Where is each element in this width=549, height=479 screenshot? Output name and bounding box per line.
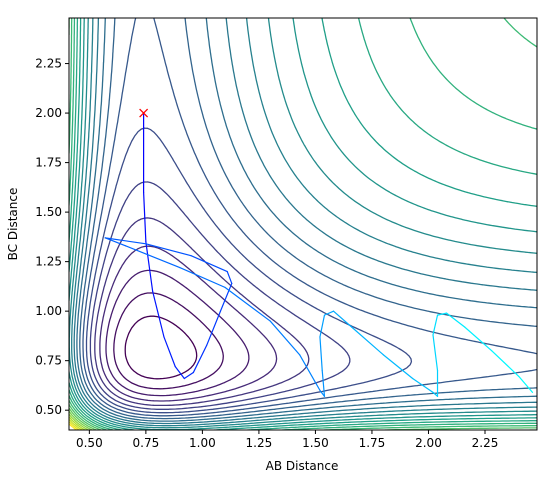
trajectory-segment [104,237,127,247]
trajectory-segment [323,310,335,316]
contour-level [73,18,537,425]
trajectory-segment [319,389,326,397]
contour-level [105,269,250,397]
x-tick-label: 0.50 [76,436,103,450]
start-marker-stroke [139,108,149,118]
y-axis-label: BC Distance [6,188,20,261]
start-marker [139,108,149,118]
contour-level [69,18,537,430]
trajectory-segment [224,286,271,322]
trajectory-segment [145,243,192,257]
trajectory-segment [445,312,466,328]
trajectory-segment [145,241,154,292]
trajectory-segment [192,344,208,374]
trajectory-segment [319,314,326,338]
x-tick-label: 1.50 [302,436,329,450]
trajectory-segment [432,314,439,336]
trajectory-segment [321,369,326,397]
contour-level [94,217,310,407]
contour-level [69,18,537,429]
contour-level [69,18,537,430]
plot-frame [68,17,538,431]
trajectory-segment [179,266,226,288]
y-axis-ticks: 0.50 0.75 1.00 1.25 1.50 1.75 2.00 2.25 [35,57,69,417]
y-tick-label: 0.75 [35,354,62,368]
trajectory-segment [491,350,520,378]
contour-level [113,292,224,390]
trajectory-segment [152,290,165,338]
contour-level [85,127,413,414]
y-tick-label: 1.75 [35,156,62,170]
contour-level [71,18,537,427]
trajectory-segment [206,310,222,346]
contour-level [76,18,537,422]
x-tick-label: 1.00 [189,436,216,450]
x-axis-ticks: 0.50 0.75 1.00 1.25 1.50 1.75 2.00 2.25 [76,430,498,450]
y-tick-label: 1.25 [35,255,62,269]
trajectory-segment [319,336,323,372]
trajectory-segment [124,245,181,269]
trajectory-segment [332,310,353,328]
contour-level [69,18,537,430]
x-tick-label: 2.00 [415,436,442,450]
y-tick-label: 0.50 [35,403,62,417]
y-tick-label: 1.50 [35,205,62,219]
contour-level [69,410,93,430]
trajectory-segment [432,334,439,372]
trajectory-segment [382,354,414,380]
x-tick-label: 2.25 [472,436,499,450]
x-tick-label: 1.25 [246,436,273,450]
trajectory-segment [143,191,147,243]
trajectory-segment [432,391,439,397]
trajectory-segment [226,270,233,285]
contour-lines [69,18,537,430]
trajectory-segment [351,326,384,356]
trajectory-segment [412,377,434,393]
trajectory-segment [163,336,176,368]
trajectory-path [104,112,534,397]
contour-level [82,18,537,417]
contour-level [79,18,537,420]
trajectory-segment [436,312,448,316]
x-tick-label: 0.75 [133,436,160,450]
y-tick-label: 2.00 [35,106,62,120]
x-tick-label: 1.75 [359,436,386,450]
y-tick-label: 2.25 [35,57,62,71]
contour-level [124,315,198,380]
trajectory-segment [299,354,321,391]
trajectory-segment [269,320,301,356]
trajectory-segment [219,282,233,312]
y-tick-label: 1.00 [35,304,62,318]
trajectory-segment [174,366,185,380]
trajectory-segment [190,255,228,273]
x-axis-label: AB Distance [266,459,339,473]
trajectory-segment [518,375,534,393]
trajectory-segment [104,237,147,245]
contour-level [99,245,278,402]
trajectory-segment [464,326,493,352]
contour-level [69,18,537,430]
contour-level [89,181,351,410]
trajectory-segment [183,371,194,380]
